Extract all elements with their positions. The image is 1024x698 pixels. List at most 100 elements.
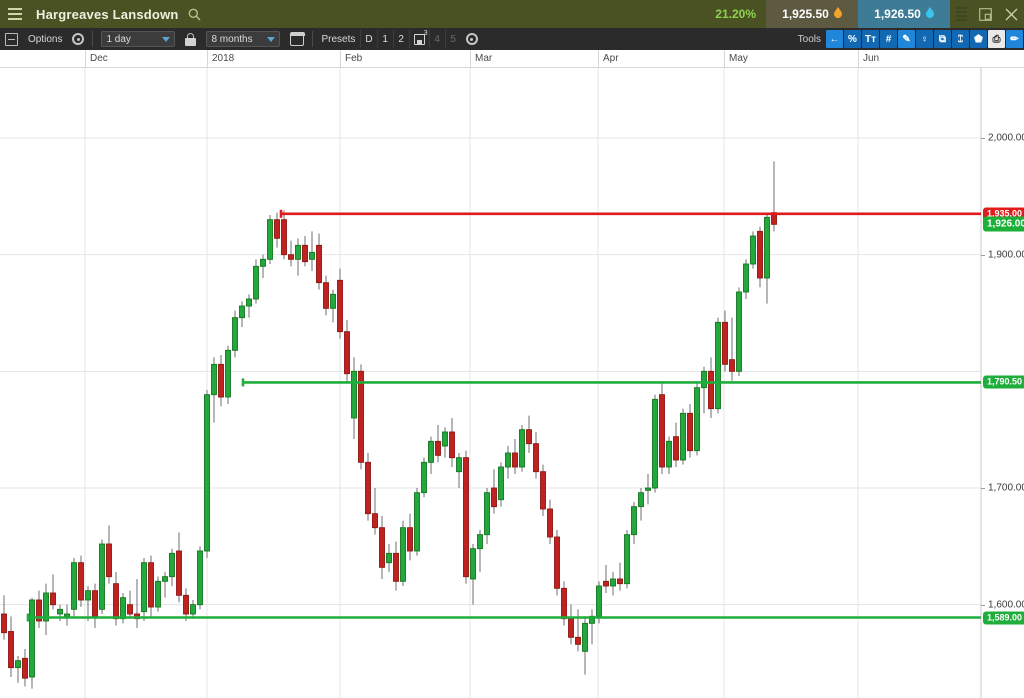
date-axis-label: Apr: [603, 53, 619, 64]
preset-superscript: 3: [423, 30, 428, 37]
candlestick: [169, 548, 175, 586]
candlestick: [617, 562, 623, 591]
chart-area[interactable]: Dec 2018 Feb Mar Apr May Jun 2,000.00 1,900.00 1…: [0, 50, 1024, 698]
candlestick: [295, 238, 301, 276]
expand-icon[interactable]: [972, 0, 998, 28]
preset-label: 5: [450, 33, 456, 45]
icon-glyph: ⑄: [957, 33, 964, 45]
candlestick: [134, 579, 140, 628]
search-icon[interactable]: [188, 8, 201, 21]
presets-settings-button[interactable]: [461, 29, 483, 49]
date-axis[interactable]: Dec 2018 Feb Mar Apr May Jun: [0, 50, 1024, 68]
candlestick: [526, 415, 532, 453]
candlestick: [92, 583, 98, 628]
candlestick: [190, 600, 196, 619]
candlestick: [456, 453, 462, 488]
orange-drop-icon: [833, 7, 842, 21]
candlestick: [36, 590, 42, 628]
marker-pin-icon[interactable]: ♀: [916, 30, 933, 48]
print-icon[interactable]: ⎙: [988, 30, 1005, 48]
layers-icon[interactable]: ⧉: [934, 30, 951, 48]
chart-settings-button[interactable]: [67, 29, 89, 49]
lock-icon: [185, 32, 197, 46]
hamburger-icon[interactable]: [0, 0, 30, 28]
signal-bars-icon: [950, 0, 972, 28]
lock-button[interactable]: [180, 29, 201, 49]
range-select[interactable]: 8 months: [201, 29, 285, 49]
ask-price[interactable]: 1,926.50: [858, 0, 950, 28]
candlestick: [680, 408, 686, 465]
candlestick: [659, 383, 665, 474]
candlestick: [449, 418, 455, 467]
price-tag-last-price[interactable]: 1,926.000: [983, 216, 1024, 232]
candlestick: [463, 450, 469, 584]
plot-svg: [0, 68, 982, 698]
candlestick: [470, 544, 476, 605]
calendar-icon: [289, 32, 305, 46]
draw-pencil-icon[interactable]: ✎: [898, 30, 915, 48]
options-label: Options: [28, 33, 63, 45]
percent-icon[interactable]: %: [844, 30, 861, 48]
grid-icon[interactable]: #: [880, 30, 897, 48]
page-title: Hargreaves Lansdown: [36, 6, 179, 22]
price-axis-label: 1,600.00: [988, 599, 1024, 611]
preset-label: 4: [434, 33, 440, 45]
candlestick: [603, 565, 609, 593]
candlestick: [148, 555, 154, 617]
candlestick: [666, 436, 672, 474]
preset-button-4[interactable]: 4: [428, 30, 445, 48]
candlestick: [771, 161, 777, 232]
candlestick: [309, 231, 315, 271]
candlestick: [743, 259, 749, 299]
candlestick: [708, 357, 714, 418]
preset-button-2[interactable]: 2: [392, 30, 409, 48]
close-icon[interactable]: [998, 0, 1024, 28]
candlestick: [582, 616, 588, 675]
preset-label: 1: [382, 33, 388, 45]
preset-button-3-save[interactable]: 3: [408, 30, 429, 48]
candlestick: [316, 233, 322, 290]
icon-glyph: ←: [829, 33, 840, 45]
interval-dropdown[interactable]: 1 day: [101, 31, 176, 47]
icon-glyph: ⧉: [938, 33, 947, 45]
candlestick: [631, 502, 637, 544]
price-tag-support-mid[interactable]: 1,790.50: [983, 375, 1024, 389]
back-arrow-icon[interactable]: ←: [826, 30, 843, 48]
icon-glyph: ⬟: [974, 33, 983, 45]
candlestick: [477, 530, 483, 572]
candlestick: [183, 588, 189, 621]
fork-icon[interactable]: ⑄: [952, 30, 969, 48]
candlestick: [344, 320, 350, 383]
candlestick: [484, 488, 490, 544]
layout-icon[interactable]: [0, 29, 23, 49]
candlestick: [379, 516, 385, 579]
interval-select[interactable]: 1 day: [96, 29, 180, 49]
save-icon: [413, 33, 425, 45]
calendar-button[interactable]: [285, 29, 309, 49]
icon-glyph: ✏: [1010, 33, 1019, 45]
candlestick: [547, 499, 553, 544]
candlestick: [400, 520, 406, 586]
candlestick-plot[interactable]: [0, 68, 1024, 698]
chevron-down-icon: [267, 36, 276, 42]
options-button[interactable]: Options: [23, 29, 67, 49]
candlestick: [211, 357, 217, 423]
icon-glyph: #: [885, 33, 892, 45]
callout-icon[interactable]: ⬟: [970, 30, 987, 48]
price-axis[interactable]: 2,000.00 1,900.00 1,700.00 1,600.00 1,935.00…: [981, 68, 1024, 698]
text-tool-icon[interactable]: Tᴛ: [862, 30, 879, 48]
icon-glyph: ✎: [902, 33, 911, 45]
range-dropdown[interactable]: 8 months: [206, 31, 281, 47]
preset-button-1[interactable]: 1: [376, 30, 393, 48]
candlestick: [323, 275, 329, 316]
candlestick: [575, 609, 581, 652]
price-tag-support-low[interactable]: 1,589.00: [983, 611, 1024, 624]
candlestick: [652, 394, 658, 493]
bid-price[interactable]: 1,925.50: [766, 0, 858, 28]
highlighter-icon[interactable]: ✏: [1006, 30, 1023, 48]
gear-icon: [465, 33, 478, 45]
preset-button-d[interactable]: D: [360, 30, 376, 48]
candlestick: [351, 357, 357, 439]
preset-button-5[interactable]: 5: [444, 30, 461, 48]
